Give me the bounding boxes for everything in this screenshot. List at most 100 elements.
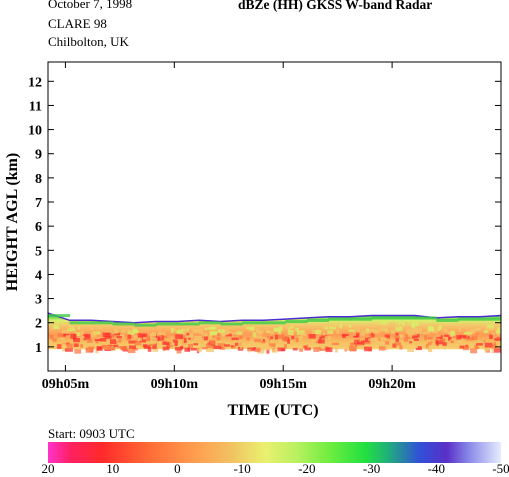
colorbar-tick-label: -30 (362, 461, 381, 476)
echo-speckle (269, 331, 275, 335)
echo-speckle (427, 336, 433, 340)
echo-speckle (80, 344, 84, 348)
echo-speckle (255, 328, 258, 332)
echo-speckle (407, 331, 414, 337)
x-tick-label: 09h05m (42, 377, 90, 392)
echo-speckle (150, 337, 158, 342)
echo-speckle (484, 346, 489, 352)
echo-speckle (236, 331, 243, 335)
echo-speckle (204, 328, 208, 331)
echo-speckle (325, 347, 333, 353)
echo-speckle (497, 327, 501, 332)
echo-speckle (465, 323, 472, 327)
cloud-edge-band (371, 316, 394, 320)
echo-speckle (209, 344, 213, 349)
echo-speckle (174, 346, 183, 351)
cloud-edge-band (155, 322, 178, 326)
echo-speckle (350, 348, 357, 352)
colorbar-tick-label: 10 (106, 461, 120, 476)
echo-speckle (412, 335, 418, 339)
echo-speckle (65, 343, 73, 346)
echo-speckle (223, 329, 230, 335)
echo-speckle (320, 343, 325, 348)
echo-speckle (180, 328, 187, 331)
echo-speckle (491, 332, 495, 336)
echo-speckle (161, 332, 166, 337)
echo-speckle (248, 349, 251, 353)
echo-speckle (53, 324, 60, 329)
echo-speckle (292, 348, 298, 351)
echo-speckle (494, 338, 501, 341)
echo-speckle (395, 332, 399, 336)
echo-speckle (374, 337, 379, 341)
echo-speckle (266, 349, 270, 354)
echo-speckle (324, 325, 328, 330)
echo-speckle (193, 343, 198, 346)
cloud-edge-band (91, 321, 114, 325)
echo-speckle (322, 326, 326, 330)
echo-speckle (324, 340, 327, 344)
echo-speckle (287, 330, 294, 335)
echo-speckle (80, 330, 84, 336)
echo-speckle (476, 343, 483, 346)
echo-speckle (247, 347, 256, 352)
echo-speckle (360, 346, 368, 350)
echo-speckle (378, 329, 385, 332)
echo-speckle (406, 329, 410, 334)
echo-speckle (273, 327, 280, 332)
cloud-edge-band (393, 316, 416, 320)
echo-speckle (295, 327, 299, 332)
cloud-edge-band (328, 317, 351, 321)
echo-speckle (127, 330, 132, 335)
echo-speckle (282, 336, 289, 341)
echo-speckle (104, 331, 113, 334)
echo-speckle (118, 333, 125, 338)
echo-speckle (73, 337, 76, 340)
echo-speckle (114, 342, 118, 346)
cloud-edge-band (414, 316, 437, 320)
echo-speckle (395, 338, 400, 342)
echo-speckle (304, 347, 311, 351)
echo-speckle (219, 345, 224, 349)
echo-speckle (476, 332, 479, 335)
echo-speckle (150, 334, 156, 339)
echo-speckle (126, 338, 131, 341)
echo-speckle (183, 338, 187, 343)
echo-speckle (217, 343, 226, 346)
echo-speckle (350, 343, 359, 347)
echo-speckle (168, 342, 172, 345)
echo-speckle (354, 341, 358, 344)
echo-speckle (96, 346, 102, 351)
echo-speckle (354, 324, 358, 329)
echo-speckle (194, 335, 202, 341)
y-tick-label: 12 (28, 75, 42, 90)
echo-speckle (278, 339, 284, 344)
echo-speckle (428, 326, 435, 332)
echo-speckle (70, 333, 76, 339)
start-time-label: Start: 0903 UTC (48, 426, 135, 441)
echo-speckle (379, 325, 387, 331)
y-tick-label: 10 (28, 124, 42, 139)
echo-speckle (394, 342, 401, 346)
y-tick-label: 3 (35, 293, 42, 308)
echo-speckle (385, 341, 390, 345)
echo-speckle (95, 348, 99, 354)
echo-speckle (277, 334, 284, 339)
echo-speckle (48, 339, 53, 345)
echo-speckle (446, 338, 449, 341)
echo-speckle (270, 336, 273, 340)
echo-speckle (202, 346, 209, 350)
echo-speckle (380, 337, 387, 340)
echo-speckle (275, 334, 278, 340)
echo-speckle (417, 333, 420, 338)
echo-speckle (483, 330, 489, 334)
echo-speckle (152, 344, 157, 350)
echo-speckle (141, 334, 146, 337)
cloud-edge-band (457, 317, 480, 321)
echo-speckle (203, 340, 210, 344)
echo-speckle (51, 338, 57, 342)
echo-speckle (137, 333, 142, 338)
echo-speckle (356, 327, 361, 332)
echo-speckle (213, 345, 222, 350)
echo-speckle (405, 334, 409, 339)
